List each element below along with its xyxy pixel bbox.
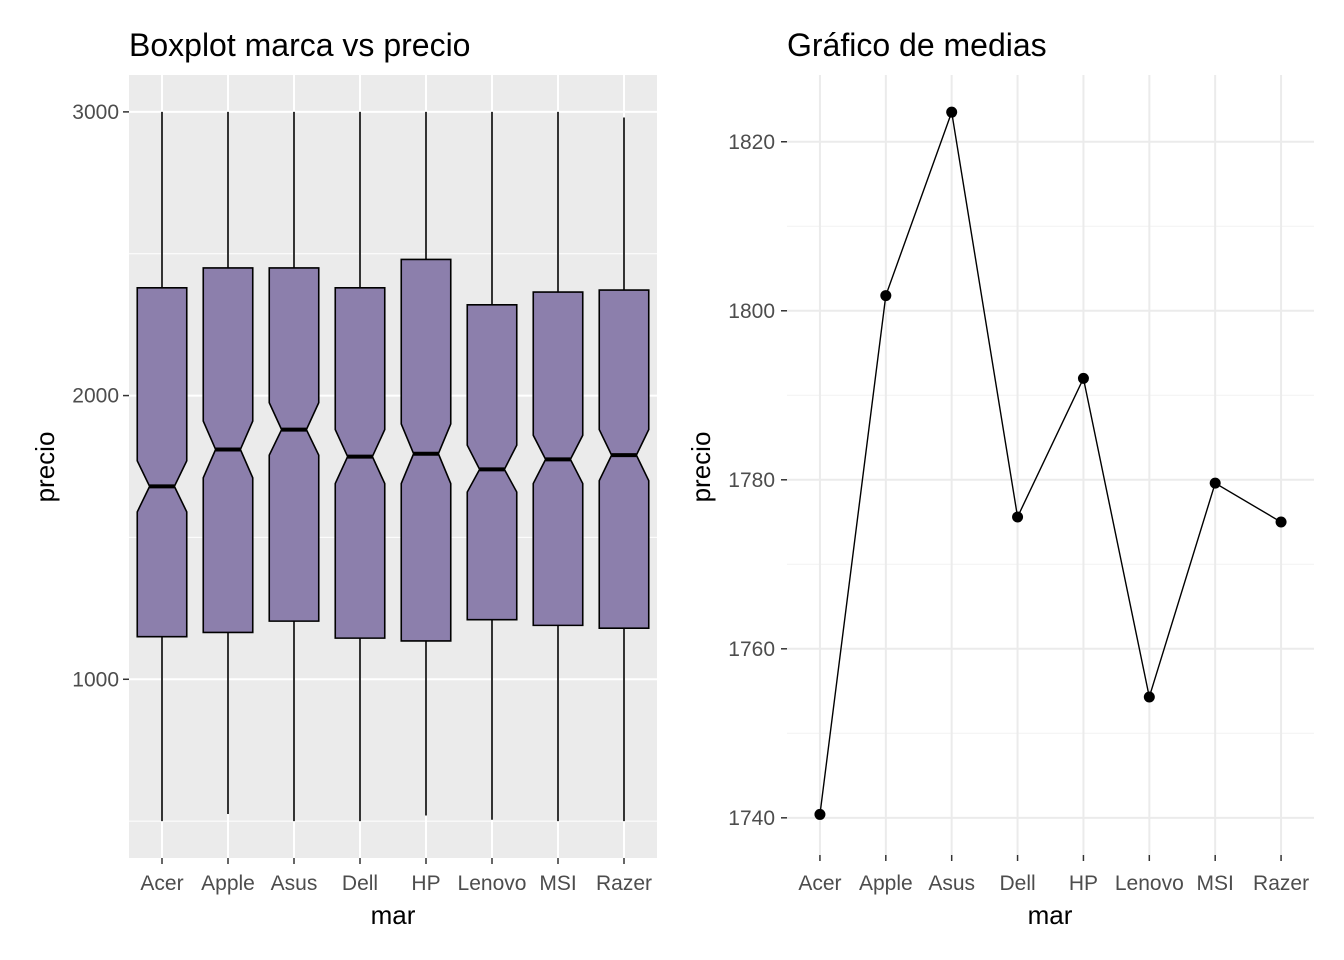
x-tick-label: Razer xyxy=(596,872,652,895)
y-tick-label: 1000 xyxy=(72,668,119,691)
y-tick-label: 3000 xyxy=(72,101,119,124)
box-hp xyxy=(400,111,452,816)
box-apple xyxy=(202,111,254,815)
x-tick-label: Razer xyxy=(1253,872,1309,895)
x-tick-label: Dell xyxy=(342,872,378,895)
box-lenovo xyxy=(466,111,518,820)
means-panel: 1740 1760 1780 1800 1820 Acer Apple Asus Dell HP… xyxy=(686,27,1314,930)
box-msi xyxy=(532,111,584,822)
mean-point-hp xyxy=(1077,372,1089,384)
means-y-ticks: 1740 1760 1780 1800 1820 xyxy=(728,131,787,830)
box-body xyxy=(598,289,650,630)
means-line xyxy=(819,109,1282,815)
y-tick-label: 1760 xyxy=(728,638,775,661)
mean-point-dell xyxy=(1012,511,1024,523)
boxplot-panel: 1000 2000 3000 Acer Apple Asus Dell HP Lenovo MS… xyxy=(30,27,657,930)
means-x-ticks: Acer Apple Asus Dell HP Lenovo MSI Razer xyxy=(798,855,1309,895)
mean-point-msi xyxy=(1209,477,1221,489)
box-body xyxy=(268,267,320,622)
y-tick-label: 1780 xyxy=(728,469,775,492)
boxplot-title: Boxplot marca vs precio xyxy=(129,27,470,63)
x-tick-label: HP xyxy=(1069,872,1098,895)
x-tick-label: Asus xyxy=(928,872,975,895)
x-tick-label: Lenovo xyxy=(458,872,527,895)
box-body xyxy=(466,303,518,621)
box-body xyxy=(334,286,386,639)
means-title: Gráfico de medias xyxy=(787,27,1047,63)
x-tick-label: HP xyxy=(411,872,440,895)
mean-point-asus xyxy=(946,106,958,118)
x-tick-label: Dell xyxy=(999,872,1035,895)
boxplot-x-axis-title: mar xyxy=(371,900,416,930)
boxplot-boxes xyxy=(136,111,650,822)
x-tick-label: Apple xyxy=(201,872,255,895)
boxplot-y-axis-title: precio xyxy=(30,432,60,503)
box-body xyxy=(400,258,452,642)
box-acer xyxy=(136,111,188,822)
box-body xyxy=(136,286,188,638)
x-tick-label: Acer xyxy=(798,872,841,895)
x-tick-label: MSI xyxy=(539,872,576,895)
y-tick-label: 2000 xyxy=(72,385,119,408)
mean-point-acer xyxy=(814,808,826,820)
x-tick-label: MSI xyxy=(1197,872,1234,895)
means-series xyxy=(814,106,1287,820)
x-tick-label: Apple xyxy=(859,872,913,895)
mean-point-apple xyxy=(880,290,892,302)
mean-point-lenovo xyxy=(1143,691,1155,703)
means-x-axis-title: mar xyxy=(1028,900,1073,930)
y-tick-label: 1820 xyxy=(728,131,775,154)
box-razer xyxy=(598,117,650,822)
y-tick-label: 1740 xyxy=(728,807,775,830)
boxplot-y-ticks: 1000 2000 3000 xyxy=(72,101,129,691)
x-tick-label: Asus xyxy=(271,872,318,895)
x-tick-label: Acer xyxy=(140,872,183,895)
mean-point-razer xyxy=(1275,516,1287,528)
means-gridlines xyxy=(787,75,1314,855)
y-tick-label: 1800 xyxy=(728,300,775,323)
means-y-axis-title: precio xyxy=(686,432,716,503)
x-tick-label: Lenovo xyxy=(1115,872,1184,895)
boxplot-x-ticks: Acer Apple Asus Dell HP Lenovo MSI Razer xyxy=(140,858,652,895)
box-dell xyxy=(334,111,386,822)
box-asus xyxy=(268,111,320,822)
